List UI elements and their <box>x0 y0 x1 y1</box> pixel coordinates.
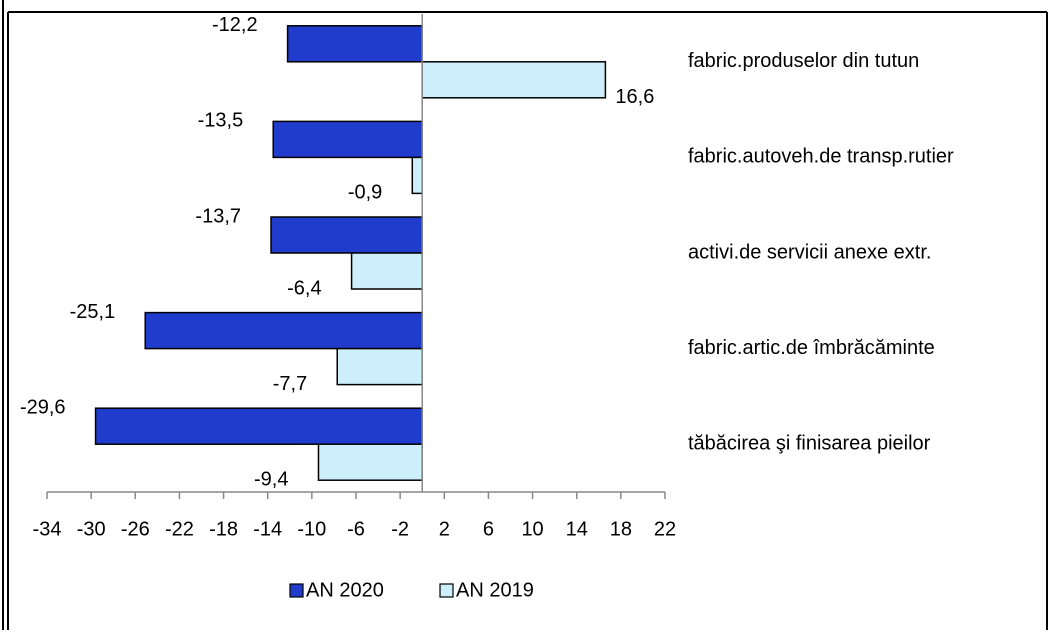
category-label: fabric.produselor din tutun <box>688 50 919 72</box>
category-label: tăbăcirea şi finisarea pieilor <box>688 432 931 454</box>
x-tick-label: 6 <box>483 518 494 540</box>
data-label: -29,6 <box>20 396 66 418</box>
bar <box>350 252 423 290</box>
data-label: -13,7 <box>195 205 241 227</box>
data-label: -6,4 <box>287 277 321 299</box>
legend-label: AN 2020 <box>306 579 384 601</box>
bar <box>94 407 423 445</box>
bar <box>411 156 423 195</box>
legend-swatch <box>439 583 454 598</box>
data-label: -9,4 <box>254 468 288 490</box>
x-tick-label: 10 <box>521 518 543 540</box>
bar <box>336 347 423 386</box>
x-tick-label: 22 <box>654 518 676 540</box>
category-label: fabric.autoveh.de transp.rutier <box>688 146 954 168</box>
data-label: -7,7 <box>273 373 307 395</box>
bar <box>270 216 423 254</box>
category-label: fabric.artic.de îmbrăcăminte <box>688 337 935 359</box>
category-label: activi.de servicii anexe extr. <box>688 241 931 263</box>
data-label: -12,2 <box>212 14 258 36</box>
x-tick-label: -22 <box>165 518 194 540</box>
x-tick-label: -18 <box>209 518 238 540</box>
bar <box>317 443 423 481</box>
x-tick-label: 14 <box>566 518 588 540</box>
x-tick-label: -30 <box>77 518 106 540</box>
x-tick-label: -26 <box>121 518 150 540</box>
bar <box>286 25 423 63</box>
bar <box>272 120 423 159</box>
x-tick-label: -2 <box>391 518 409 540</box>
bar <box>144 311 423 350</box>
legend-label: AN 2019 <box>456 579 534 601</box>
data-label: -25,1 <box>70 301 116 323</box>
x-tick-label: -34 <box>33 518 62 540</box>
x-tick-label: 2 <box>439 518 450 540</box>
data-label: -13,5 <box>198 110 244 132</box>
x-tick-label: -6 <box>347 518 365 540</box>
x-tick-label: 18 <box>610 518 632 540</box>
legend-swatch <box>289 583 304 598</box>
x-tick-label: -14 <box>253 518 282 540</box>
data-label: 16,6 <box>615 86 654 108</box>
bar <box>421 61 607 99</box>
data-label: -0,9 <box>348 182 382 204</box>
x-tick-label: -10 <box>297 518 326 540</box>
